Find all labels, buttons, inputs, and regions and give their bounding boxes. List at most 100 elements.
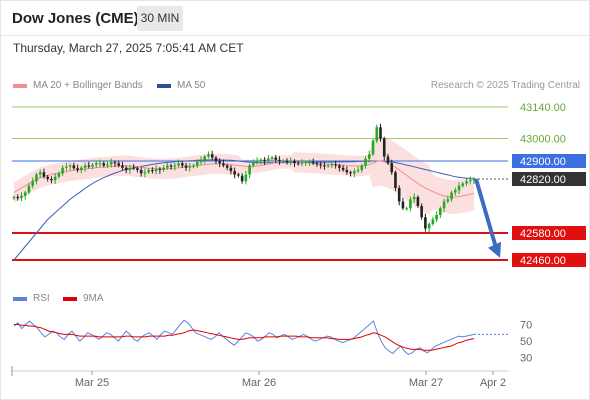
- candle-body: [371, 140, 375, 155]
- level-box-42580: [512, 226, 586, 240]
- level-label-42900: 42900.00: [520, 156, 566, 168]
- candle-body: [121, 165, 124, 168]
- candle-body: [401, 201, 405, 209]
- candle-body: [454, 190, 457, 193]
- forecast-arrow-shaft: [474, 178, 498, 249]
- legend-ma20-label: MA 20 + Bollinger Bands: [33, 80, 143, 91]
- ma20-swatch: [13, 83, 27, 88]
- candle-body: [83, 165, 87, 168]
- candle-body: [87, 165, 91, 167]
- candle-body: [341, 167, 345, 170]
- legend-ma9: 9MA: [63, 293, 104, 304]
- candle-body: [158, 168, 162, 170]
- candle-body: [38, 172, 42, 175]
- ma9-swatch: [63, 296, 77, 301]
- level-box-42460: [512, 253, 586, 267]
- legend-rsi: RSI: [13, 293, 50, 304]
- candle-body: [293, 161, 296, 164]
- candle-body: [57, 173, 61, 177]
- candle-body: [375, 127, 379, 141]
- candle-body: [199, 159, 203, 163]
- candle-body: [106, 164, 109, 166]
- candle-body: [472, 179, 476, 181]
- candle-body: [330, 164, 334, 166]
- level-label-43140: 43140.00: [520, 102, 566, 114]
- candle-body: [16, 197, 20, 199]
- candle-body: [360, 165, 364, 170]
- candle-body: [188, 166, 192, 168]
- candle-body: [35, 174, 38, 182]
- candle-body: [319, 164, 322, 166]
- candle-body: [222, 163, 225, 166]
- candle-body: [80, 167, 83, 170]
- candle-body: [244, 174, 248, 182]
- candle-body: [285, 161, 289, 163]
- candle-body: [94, 163, 98, 165]
- legend-rsi-label: RSI: [33, 293, 50, 304]
- candle-body: [173, 165, 177, 167]
- candle-body: [345, 170, 349, 173]
- candle-body: [109, 162, 113, 165]
- candle-body: [274, 157, 278, 160]
- candle-body: [308, 162, 311, 164]
- ma50-swatch: [157, 83, 171, 88]
- research-credit: Research © 2025 Trading Central: [430, 80, 580, 91]
- legend-ma9-label: 9MA: [83, 293, 104, 304]
- candle-body: [435, 215, 438, 220]
- candle-body: [162, 167, 165, 170]
- candle-body: [468, 180, 472, 182]
- candle-body: [326, 165, 330, 167]
- rsi-tick-70: 70: [520, 319, 532, 331]
- candle-body: [412, 197, 416, 200]
- candle-body: [151, 170, 154, 172]
- forecast-arrow-head: [488, 241, 501, 258]
- rsi-swatch: [13, 296, 27, 301]
- timeframe-badge[interactable]: 30 MIN: [137, 6, 183, 31]
- legend-ma20: MA 20 + Bollinger Bands: [13, 80, 143, 91]
- candle-body: [439, 208, 442, 215]
- candle-body: [139, 170, 143, 174]
- x-tick-label: Mar 26: [242, 377, 276, 389]
- bollinger-band: [14, 136, 474, 215]
- candle-body: [65, 166, 68, 168]
- candle-body: [300, 162, 304, 164]
- candle-body: [424, 217, 427, 229]
- candle-body: [12, 197, 16, 199]
- candle-body: [382, 138, 386, 157]
- x-tick-label: Mar 27: [409, 377, 443, 389]
- x-tick-label: Mar 25: [75, 377, 109, 389]
- candle-body: [367, 154, 371, 159]
- candle-body: [255, 161, 259, 163]
- candle-body: [446, 199, 450, 202]
- candle-body: [23, 192, 27, 196]
- level-label-42580: 42580.00: [520, 228, 566, 240]
- candle-body: [50, 179, 53, 181]
- candle-body: [166, 165, 169, 168]
- candle-body: [296, 163, 300, 165]
- candle-body: [240, 175, 244, 182]
- candle-body: [46, 176, 49, 179]
- candle-body: [72, 165, 76, 169]
- candle-body: [20, 195, 23, 199]
- candle-body: [405, 208, 408, 210]
- candle-body: [416, 197, 420, 206]
- candle-body: [124, 167, 128, 170]
- candle-body: [465, 181, 468, 184]
- candle-body: [218, 161, 221, 164]
- candle-body: [390, 163, 394, 173]
- candle-body: [353, 171, 356, 174]
- legend-ma50-label: MA 50: [177, 80, 206, 91]
- candle-body: [334, 164, 337, 166]
- candle-body: [68, 165, 72, 167]
- candle-body: [102, 163, 106, 166]
- level-label-42460: 42460.00: [520, 255, 566, 267]
- candle-body: [442, 201, 446, 209]
- candle-body: [427, 224, 431, 229]
- candle-body: [169, 165, 173, 167]
- x-tick-label: Apr 2: [480, 377, 506, 389]
- candle-body: [270, 157, 274, 159]
- candle-body: [42, 172, 46, 177]
- candle-body: [27, 185, 31, 193]
- candle-body: [184, 165, 188, 168]
